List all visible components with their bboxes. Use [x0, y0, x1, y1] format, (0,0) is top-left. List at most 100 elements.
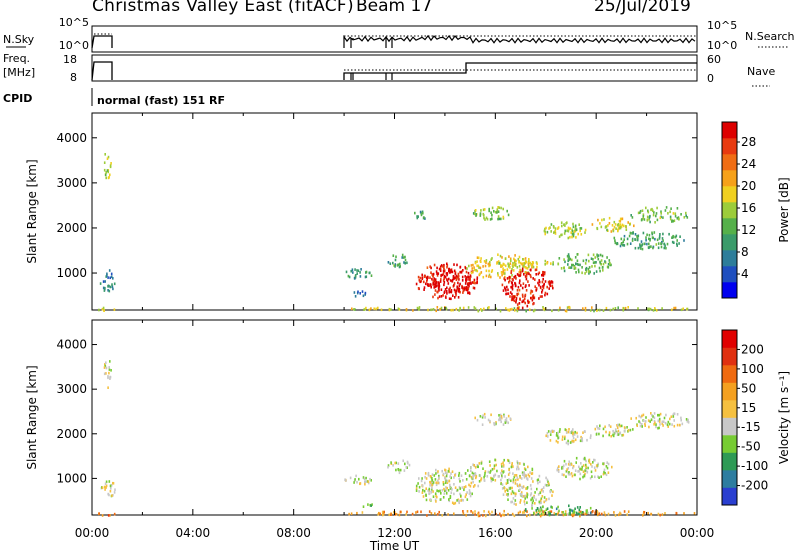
- velocity-panel-cell: [581, 465, 583, 469]
- velocity-panel-cell: [529, 513, 531, 517]
- velocity-panel-cell: [649, 420, 651, 423]
- power-panel-cell: [476, 278, 478, 281]
- velocity-panel-cell: [498, 414, 500, 417]
- power-panel-cell: [511, 284, 514, 287]
- power-panel-cell: [446, 262, 448, 266]
- power-panel-cell: [519, 268, 521, 272]
- velocity-panel-cell: [113, 512, 116, 516]
- power-panel-cell: [356, 269, 358, 272]
- velocity-panel-cell: [447, 513, 449, 516]
- velocity-panel-cell: [561, 438, 564, 441]
- power-panel-cell: [529, 268, 532, 272]
- power-panel-cell: [627, 221, 629, 224]
- nave-tick-top: 60: [707, 53, 721, 66]
- power-panel-cell: [532, 302, 534, 306]
- velocity-panel-cell: [425, 477, 428, 480]
- velocity-panel-cell: [508, 471, 511, 475]
- power-panel-cell: [462, 289, 465, 293]
- power-panel-cell: [484, 218, 486, 221]
- power-panel-cell: [498, 217, 501, 221]
- velocity-panel-cell: [577, 512, 580, 516]
- power-panel-cell: [362, 294, 365, 298]
- power-panel-cell: [584, 262, 587, 265]
- power-panel-cell: [642, 217, 644, 220]
- velocity-panel-colorbar-band: [722, 435, 737, 453]
- power-panel-cell: [623, 224, 625, 228]
- power-panel-cell: [570, 231, 572, 234]
- power-panel-cell: [525, 266, 528, 270]
- power-panel-cell: [103, 168, 106, 172]
- power-panel-cell: [467, 283, 469, 286]
- velocity-panel-cell: [585, 459, 587, 463]
- velocity-panel-cell: [472, 485, 475, 488]
- velocity-panel-cell: [614, 431, 616, 434]
- velocity-panel-cell: [479, 474, 482, 478]
- velocity-panel-cell: [378, 511, 380, 515]
- power-panel-cell: [432, 279, 435, 283]
- velocity-panel-cell: [546, 432, 549, 435]
- velocity-panel-cell: [553, 512, 556, 515]
- power-panel-cell: [621, 217, 624, 221]
- power-panel-cell: [501, 256, 503, 259]
- velocity-panel-cell: [478, 462, 481, 465]
- velocity-panel-cell: [514, 499, 517, 502]
- velocity-panel-cell: [524, 508, 527, 511]
- velocity-panel-cell: [472, 463, 474, 466]
- velocity-panel-cell: [356, 511, 358, 515]
- power-panel-cell: [455, 289, 458, 292]
- power-panel-cell: [443, 277, 445, 280]
- velocity-panel-cell: [575, 456, 578, 460]
- velocity-panel-cell: [533, 512, 535, 515]
- power-panel-cell: [541, 273, 543, 277]
- power-panel-cell: [604, 226, 607, 229]
- velocity-panel-cell: [484, 416, 486, 419]
- power-panel-cell: [677, 216, 680, 219]
- power-panel-cell: [516, 289, 519, 292]
- power-panel-cell: [449, 271, 451, 274]
- velocity-panel-cell: [435, 483, 438, 487]
- power-panel-cell: [456, 263, 458, 267]
- velocity-panel-cell: [107, 376, 109, 380]
- velocity-panel-cell: [395, 512, 398, 516]
- velocity-panel-cell: [670, 415, 673, 418]
- velocity-panel-cell: [440, 492, 442, 495]
- power-panel-cell: [497, 272, 499, 275]
- power-panel-cell: [446, 265, 448, 269]
- velocity-panel-cell: [599, 424, 601, 428]
- power-panel-cell: [513, 299, 516, 303]
- velocity-panel-cell: [109, 360, 111, 363]
- power-panel-cell: [108, 289, 111, 293]
- velocity-panel-cell: [537, 493, 540, 496]
- power-panel-cell: [527, 272, 529, 275]
- power-panel-cell: [454, 276, 456, 280]
- power-panel-cell: [525, 260, 528, 264]
- velocity-panel-cell: [431, 473, 434, 476]
- power-panel-cell: [369, 271, 371, 275]
- power-panel-cell: [640, 218, 643, 222]
- power-panel-cell: [686, 307, 689, 311]
- power-panel-cell: [524, 261, 526, 265]
- power-panel-cell: [479, 272, 481, 276]
- velocity-panel-cell: [641, 423, 643, 426]
- power-panel-cell: [448, 290, 450, 294]
- velocity-panel: [91, 319, 740, 518]
- velocity-panel-cell: [616, 424, 618, 427]
- velocity-panel-cell: [434, 498, 437, 502]
- velocity-panel-cell: [420, 479, 423, 483]
- velocity-panel-cell: [531, 504, 533, 507]
- power-panel-cell: [535, 289, 537, 292]
- power-panel-cell: [434, 284, 437, 288]
- power-panel-cell: [663, 242, 666, 246]
- power-panel-cell: [488, 263, 491, 267]
- power-panel-cell: [424, 217, 426, 220]
- velocity-panel-cell: [494, 473, 497, 477]
- velocity-panel-cell: [519, 462, 521, 465]
- power-panel-cell: [448, 277, 450, 281]
- power-panel-cell: [471, 281, 474, 284]
- velocity-panel-cell: [442, 483, 445, 486]
- power-panel-cell: [419, 280, 421, 284]
- power-panel-cell: [508, 309, 511, 312]
- power-panel-cell: [470, 264, 473, 267]
- velocity-panel-cell: [390, 461, 392, 464]
- velocity-panel-cell: [431, 483, 433, 487]
